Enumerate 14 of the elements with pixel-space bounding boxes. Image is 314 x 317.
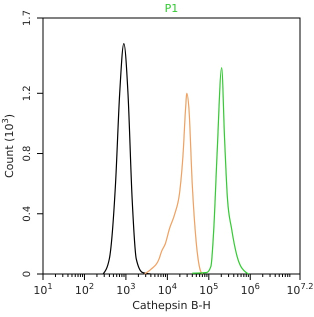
x-tick-label: 10$^{7.2}$: [286, 281, 314, 297]
x-tick-label: 10$^{3}$: [116, 281, 136, 297]
y-tick-label: 1.2: [22, 85, 33, 102]
chart-title: P1: [164, 2, 178, 15]
y-tick-label: 0: [22, 270, 33, 278]
x-tick-label: 10$^{6}$: [240, 281, 260, 297]
y-tick-label: 1.7: [22, 10, 33, 26]
y-tick-label: 0.4: [22, 206, 33, 222]
y-tick-label: 0.8: [22, 146, 33, 162]
x-tick-label: 10$^{5}$: [199, 281, 218, 297]
x-axis-title: Cathepsin B-H: [132, 299, 211, 312]
x-tick-label: 10$^{4}$: [158, 281, 177, 297]
x-tick-label: 10$^{2}$: [74, 281, 94, 297]
x-tick-label: 10$^{1}$: [33, 281, 53, 297]
